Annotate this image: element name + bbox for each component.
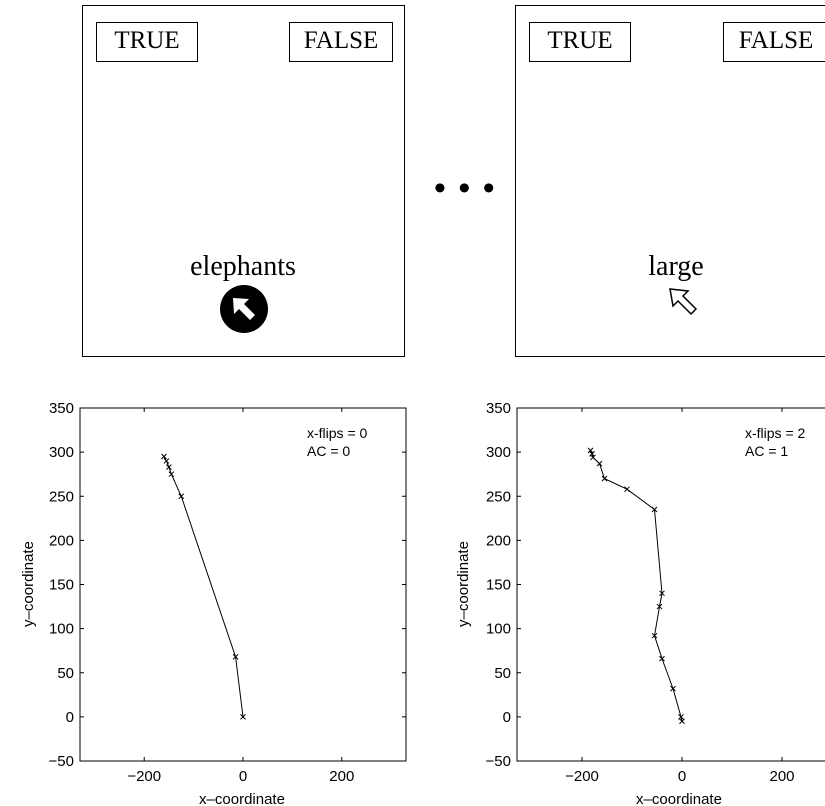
trajectory-point (651, 632, 658, 639)
y-tick-label: 250 (49, 488, 74, 505)
x-tick-label: 200 (769, 768, 794, 785)
x-tick-label: 0 (239, 768, 247, 785)
screen-panel-2: TRUE FALSE large (515, 5, 825, 357)
trajectory-point (624, 486, 630, 493)
trajectory-point (168, 471, 175, 478)
y-tick-label: 50 (494, 665, 511, 682)
true-button[interactable]: TRUE (529, 22, 631, 62)
stimulus-word: elephants (190, 251, 296, 282)
screen-panel-1: TRUE FALSE elephants (82, 5, 405, 357)
plot-frame (516, 407, 825, 762)
stimulus-word: large (648, 251, 704, 282)
trajectory-point (659, 590, 665, 597)
trajectory-point (232, 654, 239, 660)
trajectory-point (601, 475, 608, 482)
y-tick-label: 200 (49, 532, 74, 549)
trajectory-line (590, 450, 683, 722)
trajectory-point (166, 464, 172, 470)
trajectory-line (163, 456, 244, 717)
trajectory-point (659, 655, 665, 662)
annotation-ac: AC = 0 (307, 443, 350, 459)
y-tick-label: 300 (49, 444, 74, 461)
trajectory-point (163, 458, 170, 464)
trajectory-point (587, 447, 594, 454)
y-tick-label: 300 (486, 444, 511, 461)
y-tick-label: 100 (486, 621, 511, 638)
plot-frame (79, 407, 407, 762)
trajectory-point (679, 718, 685, 725)
x-tick-label: 0 (678, 768, 686, 785)
trajectory-point (178, 493, 185, 500)
trajectory-plot-2: −50 0 50 100 150 200 250 300 350 −200 0 200 y–coord… (455, 400, 825, 806)
y-tick-label: 0 (66, 709, 74, 726)
y-tick-label: 50 (57, 665, 74, 682)
ellipsis: • • • (434, 170, 497, 207)
trajectory-point (670, 685, 676, 692)
y-tick-label: −50 (49, 753, 74, 770)
y-tick-label: 350 (486, 400, 511, 417)
y-tick-label: 350 (49, 400, 74, 417)
trajectory-point (656, 603, 663, 610)
trajectory-point (240, 714, 246, 720)
y-tick-label: 200 (486, 532, 511, 549)
trajectory-point (651, 506, 658, 513)
y-tick-label: 0 (503, 709, 511, 726)
annotation-xflips: x-flips = 2 (745, 425, 806, 441)
x-tick-label: −200 (127, 768, 161, 785)
false-button[interactable]: FALSE (289, 22, 393, 62)
x-tick-label: −200 (565, 768, 599, 785)
y-axis-label: y–coordinate (20, 541, 37, 627)
trajectory-point (596, 460, 603, 467)
y-tick-label: 150 (49, 577, 74, 594)
trajectory-point (678, 714, 684, 720)
y-tick-label: 100 (49, 621, 74, 638)
y-axis-label: y–coordinate (455, 541, 472, 627)
y-tick-label: −50 (486, 753, 511, 770)
trajectory-plot-1: −50 0 50 100 150 200 250 300 350 −200 0 200 y–coord… (20, 400, 407, 806)
arrow-cursor-icon (669, 288, 698, 316)
trajectory-point (590, 454, 596, 461)
x-tick-label: 200 (329, 768, 354, 785)
trajectory-point (161, 453, 167, 460)
annotation-ac: AC = 1 (745, 443, 788, 459)
false-button[interactable]: FALSE (723, 22, 825, 62)
y-tick-label: 150 (486, 577, 511, 594)
y-tick-label: 250 (486, 488, 511, 505)
x-axis-label: x–coordinate (636, 791, 722, 806)
filled-circle-arrow-cursor-icon (220, 285, 268, 333)
x-axis-label: x–coordinate (199, 791, 285, 806)
trajectory-point (589, 451, 595, 457)
true-button[interactable]: TRUE (96, 22, 198, 62)
annotation-xflips: x-flips = 0 (307, 425, 368, 441)
